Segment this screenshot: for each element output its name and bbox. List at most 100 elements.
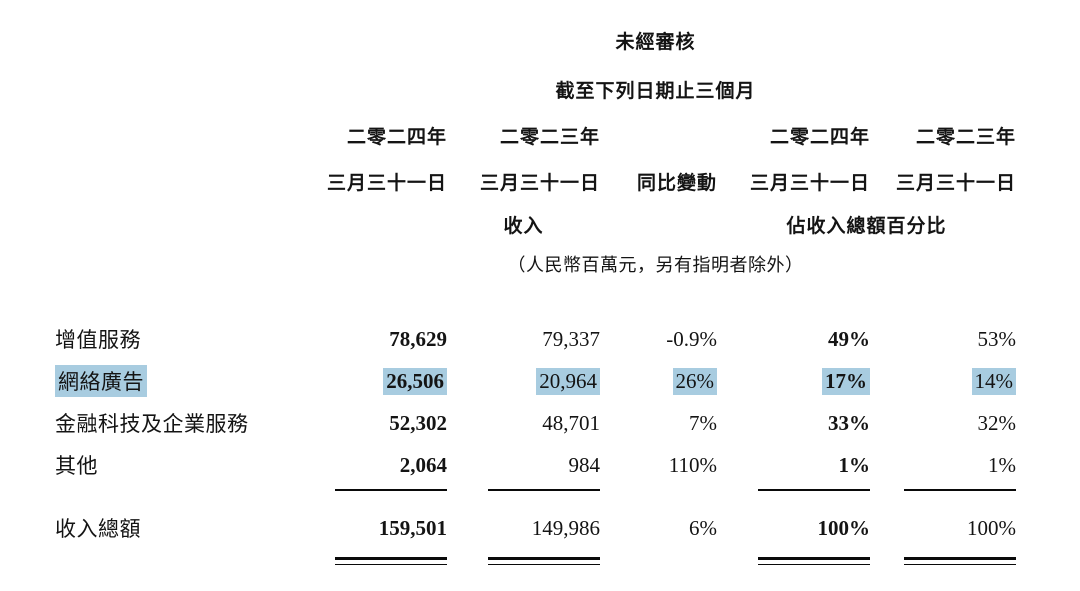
col-header-text: 三月三十一日	[895, 172, 1016, 194]
total-value-2023: 149,986	[447, 502, 600, 554]
double-rule	[904, 557, 1016, 565]
others-value-2023: 984	[447, 444, 601, 486]
value-text-highlighted: 26%	[672, 367, 717, 395]
ads-yoy-change: 26%	[600, 360, 717, 402]
period-text: 截至下列日期止三個月	[555, 80, 756, 102]
group-header-text: 收入	[503, 215, 544, 237]
unit-note-text: （人民幣百萬元，另有指明者除外）	[507, 255, 804, 275]
value-text: 100%	[817, 515, 871, 540]
single-rule	[904, 489, 1016, 491]
unaudited-text: 未經審核	[615, 31, 696, 53]
revenue-table: 未經審核 截至下列日期止三個月 二零二四年 二零二三年 二零二四年 二零二三年 …	[55, 0, 1080, 568]
value-text: 1%	[988, 452, 1016, 477]
others-yoy-change: 110%	[600, 444, 717, 486]
others-value-2024: 2,064	[295, 444, 447, 486]
row-label-text: 收入總額	[55, 517, 141, 541]
value-text: 52,302	[389, 410, 447, 435]
period-label: 截至下列日期止三個月	[295, 66, 1016, 112]
fintech-yoy-change: 7%	[600, 402, 717, 444]
value-text: 33%	[828, 410, 870, 435]
value-text: 53%	[977, 326, 1017, 351]
double-rule	[488, 557, 600, 565]
row-label-text: 其他	[55, 454, 98, 478]
subtotal-rule-col4	[717, 486, 870, 502]
subtotal-rule-col1	[295, 486, 447, 502]
total-value-2024: 159,501	[295, 502, 447, 554]
subtotal-rule-col5	[870, 486, 1016, 502]
value-text: 2,064	[399, 452, 447, 477]
ads-value-2023: 20,964	[447, 360, 600, 402]
value-text: 6%	[689, 515, 717, 540]
spacer	[55, 486, 295, 502]
ads-value-2024: 26,506	[295, 360, 447, 402]
spacer	[55, 158, 295, 204]
row-label-others: 其他	[55, 444, 295, 486]
value-text: 79,337	[542, 326, 600, 351]
col-header-2023-pct-year: 二零二三年	[870, 112, 1016, 158]
col-header-text: 二零二四年	[769, 126, 870, 148]
value-text-highlighted: 26,506	[383, 367, 447, 395]
row-label-vas: 增值服務	[55, 318, 295, 360]
spacer	[55, 204, 295, 244]
fintech-value-2024: 52,302	[295, 402, 447, 444]
value-text-highlighted: 17%	[822, 367, 870, 395]
col-header-text: 三月三十一日	[479, 172, 600, 194]
value-text: 78,629	[389, 326, 447, 351]
vas-pct-2024: 49%	[717, 318, 870, 360]
total-pct-2023: 100%	[870, 502, 1016, 554]
col-header-text: 二零二四年	[346, 126, 447, 148]
total-rule-col4	[717, 554, 870, 568]
col-header-text: 三月三十一日	[326, 172, 447, 194]
col-header-text: 同比變動	[636, 172, 717, 194]
value-text: 984	[568, 452, 601, 477]
vas-pct-2023: 53%	[870, 318, 1017, 360]
unaudited-label: 未經審核	[295, 14, 1016, 66]
ads-pct-2024: 17%	[717, 360, 870, 402]
col-header-2023-rev-year: 二零二三年	[447, 112, 600, 158]
single-rule	[335, 489, 447, 491]
total-rule-col1	[295, 554, 447, 568]
value-text: 32%	[977, 410, 1017, 435]
single-rule	[488, 489, 600, 491]
row-label-total-revenue: 收入總額	[55, 502, 295, 554]
subtotal-rule-col2	[447, 486, 600, 502]
col-header-2024-rev-date: 三月三十一日	[295, 158, 447, 204]
row-label-text-highlighted: 網絡廣告	[55, 365, 147, 397]
vas-value-2023: 79,337	[447, 318, 600, 360]
value-text: 49%	[828, 326, 870, 351]
value-text: 149,986	[531, 515, 600, 540]
vas-yoy-change: -0.9%	[600, 318, 717, 360]
col-header-2024-rev-year: 二零二四年	[295, 112, 447, 158]
value-text: 48,701	[542, 410, 600, 435]
row-label-fintech: 金融科技及企業服務	[55, 402, 295, 444]
others-pct-2023: 1%	[870, 444, 1016, 486]
double-rule	[758, 557, 870, 565]
value-text: -0.9%	[666, 326, 717, 351]
group-header-text: 佔收入總額百分比	[786, 215, 947, 237]
total-rule-col5	[870, 554, 1016, 568]
fintech-pct-2024: 33%	[717, 402, 870, 444]
vas-value-2024: 78,629	[295, 318, 447, 360]
total-rule-col2	[447, 554, 600, 568]
spacer	[55, 66, 295, 112]
double-rule	[335, 557, 447, 565]
value-text-highlighted: 20,964	[536, 367, 600, 395]
group-header-revenue: 收入	[447, 204, 600, 244]
spacer	[55, 112, 295, 158]
col-header-yoy-change: 同比變動	[600, 158, 717, 204]
col-header-2024-pct-date: 三月三十一日	[717, 158, 870, 204]
col-header-text: 二零二三年	[499, 126, 600, 148]
value-text: 7%	[689, 410, 717, 435]
total-pct-2024: 100%	[717, 502, 871, 554]
spacer	[55, 244, 295, 284]
col-header-2024-pct-year: 二零二四年	[717, 112, 870, 158]
value-text: 1%	[838, 452, 871, 477]
single-rule	[758, 489, 870, 491]
value-text: 100%	[967, 515, 1016, 540]
value-text: 110%	[668, 452, 717, 477]
group-header-pct-of-total: 佔收入總額百分比	[717, 204, 1016, 244]
col-header-text: 三月三十一日	[749, 172, 870, 194]
row-label-text: 金融科技及企業服務	[55, 412, 249, 436]
col-header-2023-pct-date: 三月三十一日	[870, 158, 1016, 204]
